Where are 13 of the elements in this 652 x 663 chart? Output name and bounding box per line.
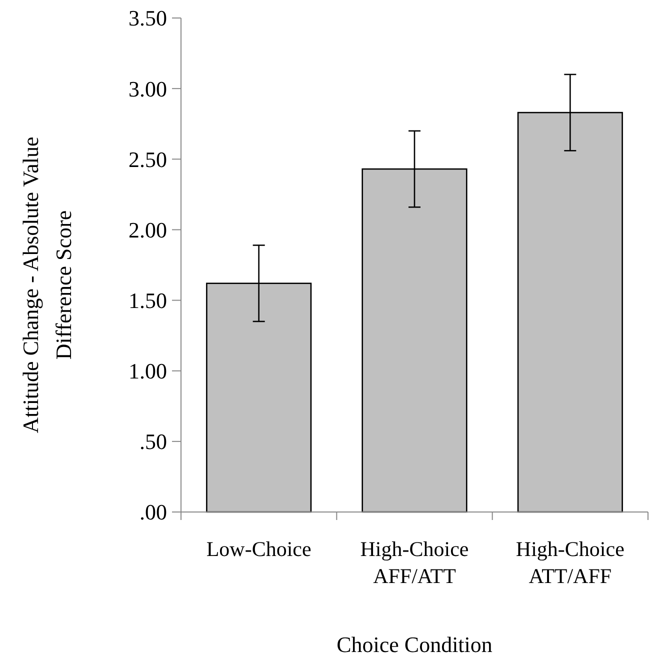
y-tick-label: 3.00 [128, 76, 167, 102]
y-tick-label: 2.00 [128, 217, 167, 242]
y-tick-label: 1.50 [128, 288, 167, 313]
y-axis-title: Attitude Change - Absolute Value Difference Score [18, 136, 76, 434]
x-axis-title: Choice Condition [336, 632, 492, 657]
x-tick-label: High-Choice AFF/ATT [360, 537, 469, 588]
y-tick-label: .50 [140, 429, 167, 454]
y-tick-label: 2.50 [128, 146, 167, 172]
x-tick-label: High-Choice ATT/AFF [516, 537, 624, 588]
x-tick-label: Low-Choice [206, 537, 312, 561]
y-tick-label: 1.00 [128, 358, 167, 384]
y-tick-label: .00 [140, 500, 167, 525]
y-tick-label: 3.50 [128, 6, 167, 31]
